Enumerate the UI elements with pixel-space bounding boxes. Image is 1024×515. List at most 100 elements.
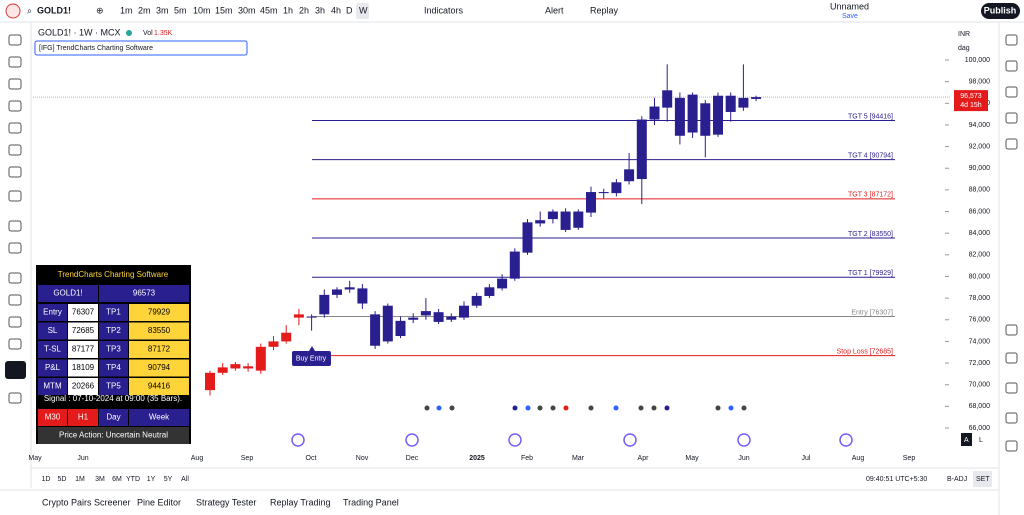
event-marker[interactable]: [737, 433, 751, 447]
interval[interactable]: 5m: [174, 5, 187, 15]
event-marker[interactable]: [291, 433, 305, 447]
side-icon[interactable]: [1005, 138, 1018, 150]
table-cell: [38, 378, 67, 395]
indicators[interactable]: Indicators: [424, 5, 464, 15]
side-icon[interactable]: [1005, 34, 1018, 46]
set[interactable]: SET: [976, 476, 990, 483]
replay[interactable]: Replay: [590, 5, 619, 15]
interval[interactable]: 1h: [283, 5, 293, 15]
candle-body: [484, 287, 495, 296]
range[interactable]: YTD: [126, 476, 140, 483]
level-label: Stop Loss [72685]: [837, 348, 893, 355]
table-text: 79929: [148, 308, 171, 317]
tab[interactable]: Crypto Pairs Screener: [42, 497, 131, 507]
tool-icon[interactable]: [8, 392, 22, 404]
layout-name[interactable]: Unnamed: [830, 1, 869, 11]
clock: 09:40:51 UTC+5:30: [866, 476, 927, 483]
interval[interactable]: 2h: [299, 5, 309, 15]
side-icon[interactable]: [1005, 352, 1018, 364]
logo[interactable]: [5, 3, 21, 19]
range[interactable]: 5D: [58, 476, 67, 483]
tab[interactable]: Pine Editor: [137, 497, 181, 507]
publish-button[interactable]: [981, 3, 1020, 19]
event-marker[interactable]: [623, 433, 637, 447]
event-marker[interactable]: [405, 433, 419, 447]
side-icon[interactable]: [1005, 60, 1018, 72]
tool-icon[interactable]: [8, 338, 22, 350]
indicator-box[interactable]: [34, 40, 248, 56]
x-tick-label: Aug: [852, 455, 865, 462]
tool-icon[interactable]: [8, 122, 22, 134]
y-tick-label: 80,000: [969, 273, 991, 280]
table-cell: [38, 322, 67, 340]
publish-text[interactable]: Publish: [984, 5, 1017, 15]
tool-icon[interactable]: [8, 316, 22, 328]
save[interactable]: Save: [842, 13, 858, 20]
interval[interactable]: D: [346, 5, 353, 15]
range[interactable]: 5Y: [164, 476, 173, 483]
table-text: Week: [149, 413, 170, 422]
scale-a[interactable]: A: [964, 437, 969, 444]
tab[interactable]: Trading Panel: [343, 497, 399, 507]
tool-icon[interactable]: [8, 190, 22, 202]
signal-dot: [550, 405, 556, 411]
tool-icon[interactable]: [8, 100, 22, 112]
symbol[interactable]: GOLD1!: [37, 5, 71, 15]
search-icon[interactable]: ⌕: [27, 5, 32, 15]
currency[interactable]: INR: [958, 31, 970, 38]
range[interactable]: 1D: [42, 476, 51, 483]
interval[interactable]: 30m: [238, 5, 256, 15]
candle-body: [522, 222, 533, 253]
range[interactable]: 3M: [95, 476, 105, 483]
event-marker[interactable]: [508, 433, 522, 447]
interval[interactable]: 2m: [138, 5, 151, 15]
table-cell: [38, 285, 98, 302]
tool-icon[interactable]: [8, 242, 22, 254]
table-text: TP1: [106, 308, 121, 317]
adj[interactable]: B-ADJ: [947, 476, 967, 483]
tool-icon[interactable]: [8, 166, 22, 178]
interval[interactable]: 3m: [156, 5, 169, 15]
signal-dot: [651, 405, 657, 411]
interval[interactable]: 4h: [331, 5, 341, 15]
indicator-name[interactable]: [IFG] TrendCharts Charting Software: [39, 45, 153, 52]
side-icon[interactable]: [1005, 112, 1018, 124]
interval[interactable]: W: [359, 5, 368, 15]
side-icon[interactable]: [1005, 324, 1018, 336]
tool-icon[interactable]: [8, 34, 22, 46]
interval[interactable]: 10m: [193, 5, 211, 15]
range[interactable]: All: [181, 476, 189, 483]
interval[interactable]: 15m: [215, 5, 233, 15]
table-cell: [99, 359, 128, 377]
tool-icon[interactable]: [8, 78, 22, 90]
interval[interactable]: 3h: [315, 5, 325, 15]
side-icon[interactable]: [1005, 412, 1018, 424]
tab[interactable]: Strategy Tester: [196, 497, 256, 507]
signal-dot: [715, 405, 721, 411]
tool-icon[interactable]: [8, 56, 22, 68]
unit[interactable]: dag: [958, 45, 970, 52]
interval[interactable]: 45m: [260, 5, 278, 15]
active-tool[interactable]: [5, 361, 26, 379]
side-icon[interactable]: [1005, 86, 1018, 98]
add-symbol[interactable]: ⊕: [96, 5, 104, 15]
tool-icon[interactable]: [8, 144, 22, 156]
interval[interactable]: 1m: [120, 5, 133, 15]
tool-icon[interactable]: [8, 220, 22, 232]
side-icon[interactable]: [1005, 382, 1018, 394]
tool-icon[interactable]: [8, 294, 22, 306]
candle-body: [332, 289, 342, 295]
event-marker[interactable]: [839, 433, 853, 447]
tab[interactable]: Replay Trading: [270, 497, 331, 507]
candle-body: [395, 320, 406, 336]
side-icon[interactable]: [1005, 440, 1018, 452]
range[interactable]: 6M: [112, 476, 122, 483]
alert[interactable]: Alert: [545, 5, 564, 15]
candle-body: [344, 287, 355, 290]
range[interactable]: 1M: [75, 476, 85, 483]
range[interactable]: 1Y: [147, 476, 156, 483]
scale-l[interactable]: L: [979, 437, 983, 444]
candle-body: [243, 366, 254, 369]
tool-icon[interactable]: [8, 272, 22, 284]
table-cell: [129, 341, 189, 358]
